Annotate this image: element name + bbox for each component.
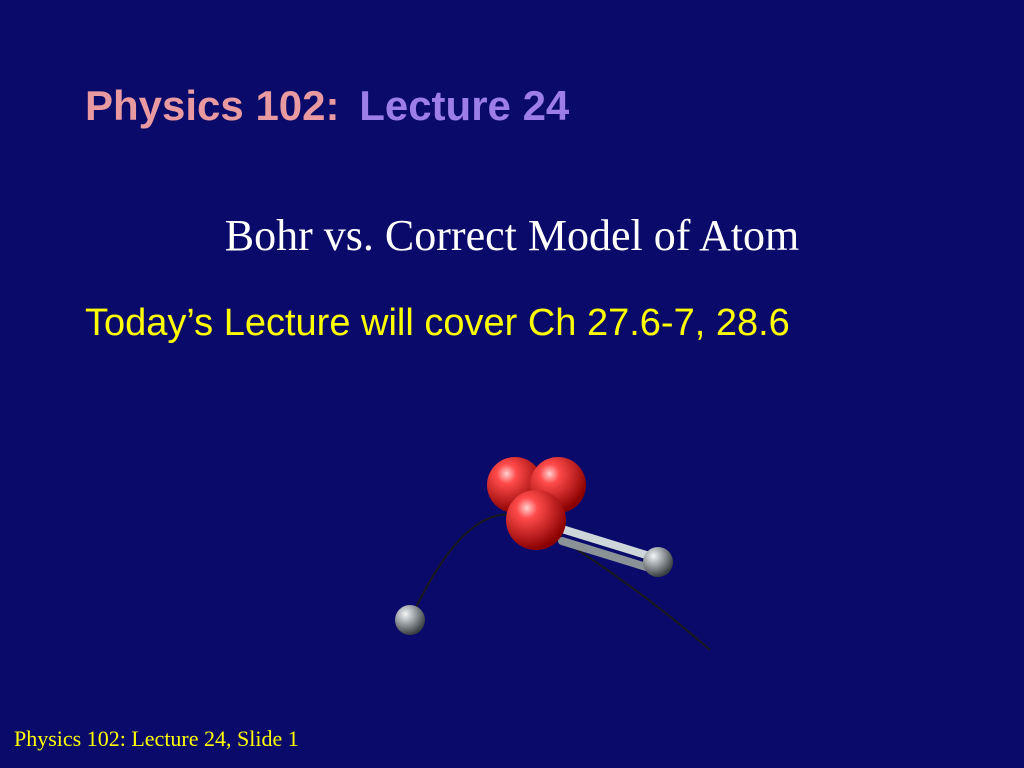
lecture-label: Lecture 24: [359, 82, 569, 129]
proton-sphere: [506, 490, 566, 550]
atom-diagram: [330, 430, 730, 690]
electron-sphere: [395, 605, 425, 635]
course-label: Physics 102:: [85, 82, 340, 129]
electron-sphere: [643, 547, 673, 577]
coverage-text: Today’s Lecture will cover Ch 27.6-7, 28…: [85, 300, 905, 348]
slide-subtitle: Bohr vs. Correct Model of Atom: [0, 210, 1024, 261]
slide-title: Physics 102: Lecture 24: [85, 82, 569, 130]
slide-footer: Physics 102: Lecture 24, Slide 1: [14, 726, 299, 752]
